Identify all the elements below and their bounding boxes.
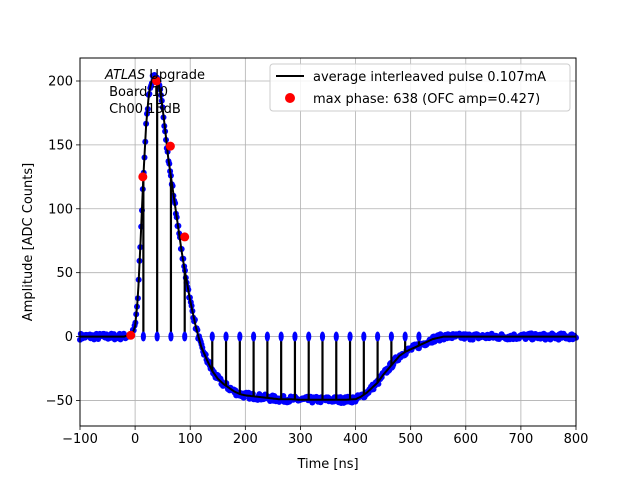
y-tick-label: 200 bbox=[48, 75, 73, 90]
y-tick-label: 150 bbox=[48, 138, 73, 153]
stem-baseline-sample bbox=[154, 331, 160, 342]
stem-baseline-sample bbox=[209, 331, 215, 342]
series-lines bbox=[80, 75, 576, 401]
x-tick-label: 500 bbox=[398, 432, 423, 447]
x-tick-label: 400 bbox=[343, 432, 368, 447]
axis-ticks: −100 0 100 200 300 400 500 600 700 800 −50 0 50 100 15… bbox=[46, 75, 589, 448]
y-axis-label: Amplitude [ADC Counts] bbox=[21, 163, 36, 321]
legend: average interleaved pulse 0.107mA max ph… bbox=[269, 63, 571, 112]
series-line-average-pulse bbox=[80, 75, 576, 401]
annotation-line-3: Ch00 15dB bbox=[105, 102, 181, 117]
stem-baseline-sample bbox=[264, 331, 270, 342]
x-tick-label: −100 bbox=[62, 432, 98, 447]
stem-baseline-sample bbox=[306, 331, 312, 342]
stem-baseline-sample bbox=[237, 331, 243, 342]
legend-dot-marker bbox=[285, 93, 295, 103]
plot-frame bbox=[79, 57, 577, 427]
stem-baseline-sample bbox=[361, 331, 367, 342]
annotation-line-1: ATLAS Upgrade bbox=[104, 68, 205, 83]
sample-stems bbox=[140, 78, 422, 400]
stem-baseline-sample bbox=[251, 331, 257, 342]
legend-frame bbox=[269, 63, 571, 112]
legend-entry-average: average interleaved pulse 0.107mA bbox=[313, 70, 546, 85]
x-tick-label: 300 bbox=[288, 432, 313, 447]
stem-baseline-sample bbox=[319, 331, 326, 342]
x-tick-label: 100 bbox=[178, 432, 203, 447]
stem-baseline-sample bbox=[347, 331, 353, 342]
max-phase-point bbox=[138, 172, 148, 182]
max-phase-points bbox=[126, 76, 190, 340]
stem-baseline-sample bbox=[223, 331, 229, 342]
stem-baseline-sample bbox=[388, 331, 394, 342]
y-tick-label: −50 bbox=[46, 394, 73, 409]
annotation: ATLAS Upgrade Board 10 Ch00 15dB bbox=[104, 68, 205, 117]
annotation-line-2: Board 10 bbox=[105, 85, 168, 100]
max-phase-point bbox=[152, 76, 162, 86]
x-tick-label: 0 bbox=[131, 432, 139, 447]
max-phase-point bbox=[165, 141, 175, 151]
y-tick-label: 100 bbox=[48, 202, 73, 217]
x-tick-label: 700 bbox=[508, 432, 533, 447]
x-tick-label: 200 bbox=[233, 432, 258, 447]
stem-baseline-sample bbox=[375, 331, 381, 342]
annotation-italic: ATLAS bbox=[104, 68, 145, 83]
x-axis-label: Time [ns] bbox=[296, 457, 358, 472]
stem-baseline-sample bbox=[416, 331, 422, 342]
stem-baseline-sample bbox=[333, 331, 339, 342]
stem-baseline-sample bbox=[402, 331, 408, 342]
x-tick-label: 600 bbox=[453, 432, 478, 447]
x-tick-label: 800 bbox=[564, 432, 589, 447]
stem-baseline-sample bbox=[140, 331, 146, 342]
stem-baseline-sample bbox=[278, 331, 284, 342]
annotation-upgrade: Upgrade bbox=[145, 68, 205, 83]
stem-baseline-sample bbox=[168, 331, 174, 342]
stem-baseline-sample bbox=[292, 331, 298, 342]
y-tick-label: 0 bbox=[65, 330, 73, 345]
y-tick-label: 50 bbox=[56, 266, 73, 281]
legend-entry-max-phase: max phase: 638 (OFC amp=0.427) bbox=[313, 92, 540, 107]
max-phase-point bbox=[180, 232, 190, 242]
stem-baseline-sample bbox=[182, 331, 188, 342]
max-phase-point bbox=[126, 330, 136, 340]
